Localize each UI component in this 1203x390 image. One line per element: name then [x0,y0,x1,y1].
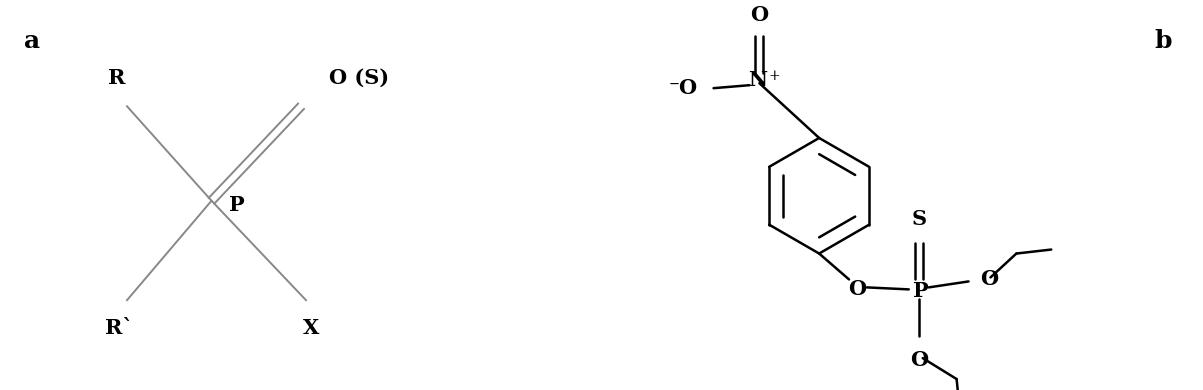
Text: O: O [751,5,769,25]
Text: R`: R` [105,318,132,338]
Text: O: O [848,279,866,300]
Text: S: S [911,209,926,229]
Text: O: O [980,269,998,289]
Text: P: P [913,282,929,301]
Text: P: P [230,195,245,215]
Text: O (S): O (S) [330,68,390,88]
Text: b: b [1154,29,1172,53]
Text: +: + [769,69,780,83]
Text: X: X [303,318,319,338]
Text: N: N [748,70,768,90]
Text: ⁻O: ⁻O [669,78,698,98]
Text: a: a [24,29,41,53]
Text: O: O [909,350,928,370]
Text: R: R [108,68,125,88]
